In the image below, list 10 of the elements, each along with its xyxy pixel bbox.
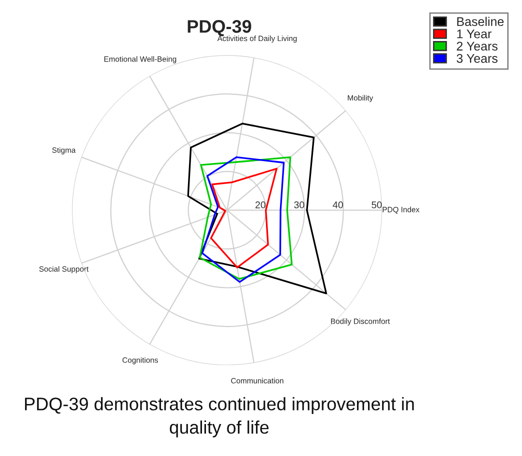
y-tick-label: 20 — [256, 201, 266, 208]
legend-label: 2 Years — [456, 42, 498, 51]
y-tick-label: 30 — [294, 201, 304, 208]
y-tick-label: 50 — [372, 201, 382, 208]
text: PDQ-39 demonstrates continued improvement in quality of life — [25, 397, 414, 438]
legend-label: 3 Years — [456, 54, 498, 63]
chart-title: PDQ-39 — [188, 20, 252, 36]
y-tick-label: 40 — [332, 201, 343, 208]
legend-label: Baseline — [457, 16, 504, 26]
legend-label: 1 Year — [457, 30, 492, 38]
